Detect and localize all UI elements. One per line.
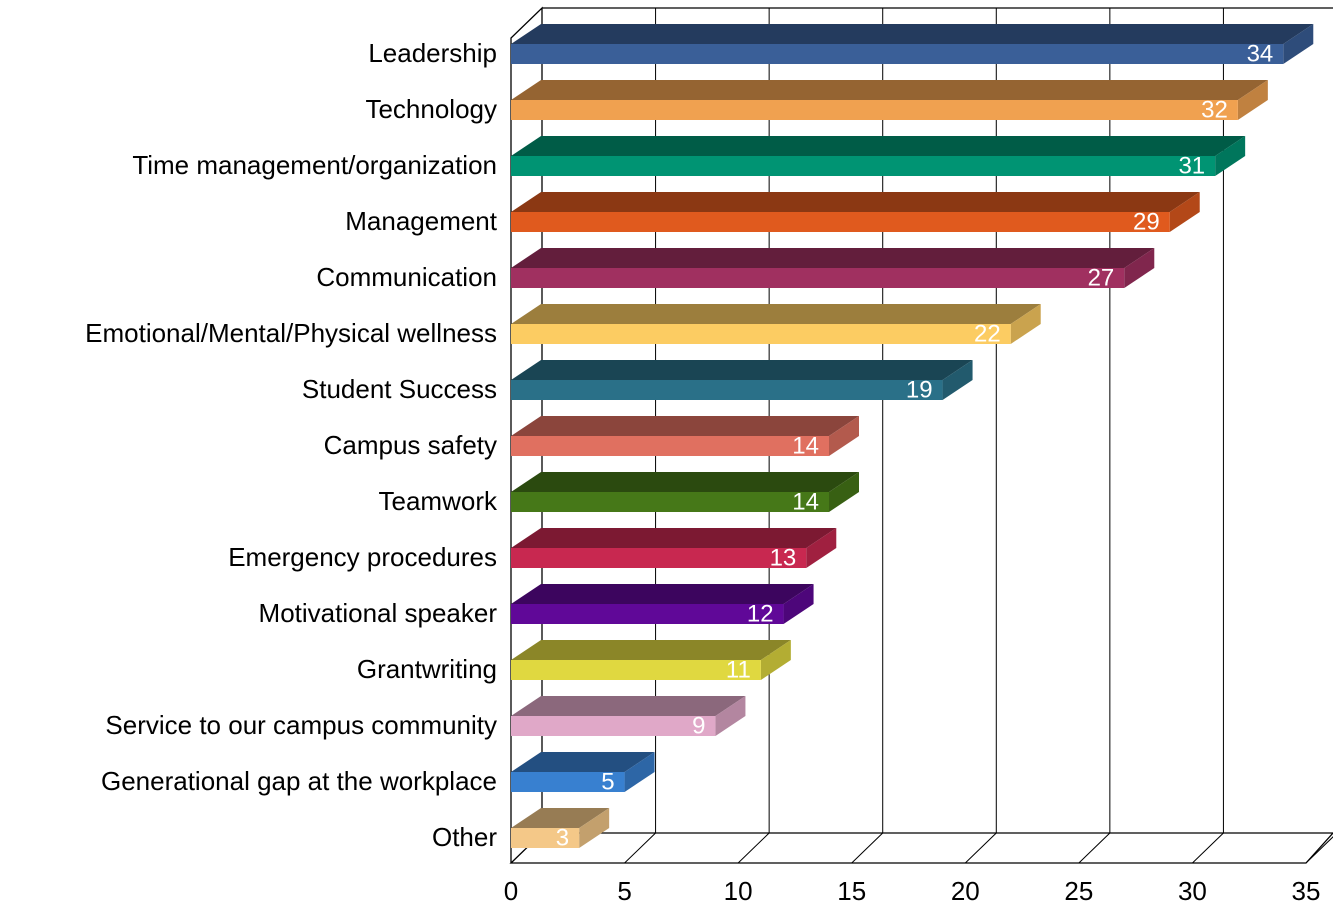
- bar-top: [511, 696, 746, 716]
- bar: [511, 380, 943, 400]
- y-tick-label: Teamwork: [379, 486, 498, 516]
- bar-top: [511, 528, 837, 548]
- bar-side: [1237, 80, 1268, 120]
- bar-side: [1215, 136, 1246, 176]
- x-tick-label: 15: [837, 876, 866, 906]
- value-label: 3: [556, 824, 569, 851]
- bar: [511, 212, 1170, 232]
- value-label: 22: [974, 320, 1001, 347]
- bar-top: [511, 640, 791, 660]
- value-label: 32: [1201, 96, 1228, 123]
- bar-side: [1124, 248, 1155, 288]
- y-tick-label: Leadership: [368, 38, 497, 68]
- bar-top: [511, 136, 1246, 156]
- bar-side: [783, 584, 814, 624]
- y-tick-label: Grantwriting: [357, 654, 497, 684]
- x-tick-label: 30: [1178, 876, 1207, 906]
- bar-top: [511, 304, 1041, 324]
- bar-top: [511, 192, 1200, 212]
- bar-side: [829, 472, 859, 512]
- value-label: 13: [770, 544, 797, 571]
- bar-top: [511, 24, 1314, 44]
- grid-line: [1192, 8, 1224, 864]
- y-tick-label: Management: [345, 206, 498, 236]
- value-label: 27: [1088, 264, 1115, 291]
- bar: [511, 324, 1011, 344]
- bar: [511, 772, 625, 792]
- bar-side: [760, 640, 791, 680]
- y-tick-label: Emotional/Mental/Physical wellness: [85, 318, 497, 348]
- bar-side: [942, 360, 973, 400]
- bar: [511, 548, 807, 568]
- bar: [511, 44, 1284, 64]
- grid-line: [1305, 836, 1333, 864]
- x-tick-label: 5: [617, 876, 631, 906]
- value-label: 9: [692, 712, 705, 739]
- x-tick-label: 25: [1064, 876, 1093, 906]
- x-tick-label: 0: [504, 876, 518, 906]
- value-label: 31: [1178, 152, 1205, 179]
- y-tick-label: Motivational speaker: [259, 598, 498, 628]
- bar-side: [715, 696, 746, 736]
- value-label: 34: [1247, 40, 1274, 67]
- y-tick-label: Generational gap at the workplace: [101, 766, 497, 796]
- y-tick-label: Time management/organization: [132, 150, 497, 180]
- bar-top: [511, 584, 814, 604]
- bar: [511, 716, 716, 736]
- bar-top: [511, 416, 859, 436]
- bar-top: [511, 472, 859, 492]
- bar: [511, 100, 1238, 120]
- x-tick-label: 20: [951, 876, 980, 906]
- y-tick-label: Student Success: [302, 374, 497, 404]
- y-tick-label: Other: [432, 822, 497, 852]
- y-tick-label: Emergency procedures: [228, 542, 497, 572]
- value-label: 14: [792, 488, 819, 515]
- value-label: 29: [1133, 208, 1160, 235]
- x-tick-label: 35: [1292, 876, 1321, 906]
- bar: [511, 660, 761, 680]
- y-tick-label: Service to our campus community: [105, 710, 497, 740]
- x-tick-label: 10: [724, 876, 753, 906]
- bar-side: [1283, 24, 1314, 64]
- y-tick-label: Technology: [365, 94, 497, 124]
- y-tick-label: Communication: [316, 262, 497, 292]
- bar: [511, 604, 784, 624]
- bar: [511, 156, 1216, 176]
- bar-side: [579, 808, 610, 848]
- bar: [511, 828, 580, 848]
- bar-side: [1169, 192, 1200, 232]
- value-label: 12: [747, 600, 774, 627]
- value-label: 14: [792, 432, 819, 459]
- bar-top: [511, 752, 655, 772]
- bar-side: [829, 416, 859, 456]
- bar-top: [511, 808, 610, 828]
- bar-side: [806, 528, 837, 568]
- value-label: 11: [726, 656, 751, 683]
- bar: [511, 436, 829, 456]
- value-label: 5: [601, 768, 614, 795]
- y-tick-label: Campus safety: [324, 430, 497, 460]
- bar-side: [624, 752, 655, 792]
- bar-top: [511, 360, 973, 380]
- bar-top: [511, 80, 1268, 100]
- bar-top: [511, 248, 1155, 268]
- bar: [511, 268, 1125, 288]
- floor: [509, 832, 1333, 864]
- bar: [511, 492, 829, 512]
- bar-side: [1010, 304, 1041, 344]
- value-label: 19: [906, 376, 933, 403]
